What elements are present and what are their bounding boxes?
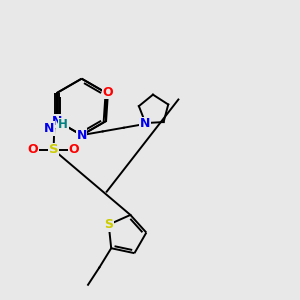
Text: O: O [102,86,113,99]
Text: N: N [44,122,54,135]
Text: O: O [69,143,80,156]
Text: S: S [104,218,113,231]
Text: N: N [76,129,87,142]
Text: S: S [49,143,58,156]
Text: H: H [58,118,68,131]
Text: O: O [28,143,38,156]
Text: N: N [52,115,62,128]
Text: N: N [140,118,150,130]
